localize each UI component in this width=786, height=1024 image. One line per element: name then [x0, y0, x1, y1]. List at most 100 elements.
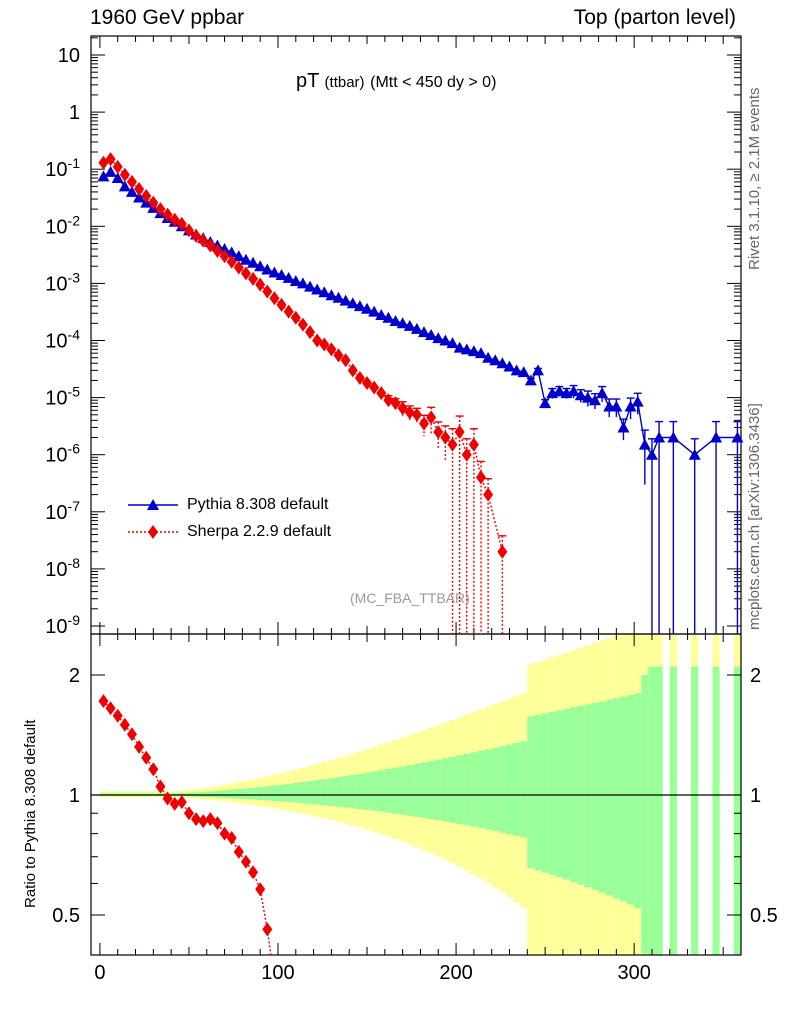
pythia-point	[496, 357, 509, 369]
sherpa-point	[126, 174, 137, 189]
band-green	[292, 783, 300, 803]
pythia-point	[446, 337, 459, 349]
band-green	[627, 695, 635, 905]
pythia-point	[239, 253, 252, 265]
pythia-point	[361, 302, 374, 314]
band-green	[306, 781, 314, 804]
plot-title-sub: (ttbar)	[324, 74, 365, 91]
ratio-sherpa-point	[119, 717, 130, 732]
band-green	[228, 789, 236, 799]
pythia-point	[346, 297, 359, 309]
pythia-point	[311, 283, 324, 295]
sherpa-point	[319, 337, 330, 352]
sherpa-point	[362, 376, 373, 391]
y-tick-label: 10-4	[45, 327, 80, 353]
y-tick-label: 1	[69, 102, 80, 124]
x-tick-label: 100	[261, 962, 294, 984]
rivet-label: Rivet 3.1.10, ≥ 2.1M events	[746, 87, 763, 271]
sherpa-point	[119, 167, 130, 182]
ratio-tick-label-left: 0.5	[52, 905, 80, 927]
band-green	[356, 773, 364, 810]
ratio-tick-label-right: 1	[750, 785, 761, 807]
sherpa-point	[141, 188, 152, 203]
sherpa-point	[497, 544, 508, 559]
pythia-point	[624, 400, 637, 412]
band-green	[313, 780, 321, 805]
band-green	[562, 708, 571, 880]
pythia-point	[332, 291, 345, 303]
band-green	[270, 785, 278, 801]
pythia-point	[275, 269, 288, 281]
pythia-point	[482, 351, 495, 363]
y-tick-label: 10-2	[45, 212, 80, 238]
band-green	[399, 766, 407, 815]
ratio-sherpa-point	[198, 814, 209, 829]
sherpa-point	[447, 437, 458, 452]
pythia-point	[268, 266, 281, 278]
band-green	[555, 710, 563, 878]
sherpa-point	[376, 386, 387, 401]
ratio-sherpa-point	[191, 812, 202, 827]
sherpa-point	[419, 416, 430, 431]
band-green	[498, 746, 506, 833]
band-green	[470, 752, 478, 827]
band-green	[349, 774, 357, 809]
ratio-sherpa-point	[226, 831, 237, 846]
pythia-point	[133, 191, 146, 203]
y-tick-label: 10	[58, 45, 80, 67]
sherpa-point	[134, 182, 145, 197]
pythia-point	[517, 366, 530, 378]
pythia-point	[645, 448, 658, 460]
sherpa-point	[426, 410, 437, 425]
sherpa-point	[148, 195, 159, 210]
band-green	[655, 666, 663, 955]
pythia-point	[467, 345, 480, 357]
plot-title: pT (ttbar) (Mtt < 450 dy > 0)	[296, 70, 496, 93]
sherpa-point	[205, 238, 216, 253]
band-green	[648, 666, 656, 955]
pythia-point	[339, 294, 352, 306]
pythia-point	[581, 391, 594, 403]
sherpa-point	[476, 470, 486, 485]
sherpa-point	[411, 407, 422, 422]
ratio-sherpa-point	[155, 779, 166, 794]
ratio-sherpa-point	[255, 882, 266, 897]
pythia-point	[503, 360, 516, 372]
ratio-sherpa-point	[248, 865, 259, 880]
band-green	[448, 756, 457, 823]
pythia-point	[631, 395, 644, 407]
pythia-point	[304, 280, 317, 292]
band-green	[327, 778, 335, 806]
pythia-point	[653, 431, 666, 443]
pythia-point	[425, 328, 438, 340]
band-green	[584, 704, 592, 888]
pythia-point	[368, 305, 381, 317]
header-right: Top (parton level)	[573, 6, 736, 29]
main-frame	[90, 35, 742, 635]
sherpa-point	[269, 291, 280, 306]
plot-title-main: pT	[296, 70, 319, 92]
sherpa-point	[169, 212, 180, 227]
band-green	[733, 666, 741, 955]
band-green	[527, 716, 535, 869]
x-tick-label: 300	[617, 962, 650, 984]
sherpa-point	[468, 437, 479, 452]
band-green	[534, 714, 542, 871]
band-green	[484, 749, 492, 830]
ratio-sherpa-point	[176, 795, 187, 810]
pythia-point	[118, 180, 131, 192]
sherpa-point	[354, 371, 365, 386]
sherpa-point	[340, 353, 351, 368]
sherpa-point	[404, 405, 415, 420]
band-green	[213, 790, 221, 798]
sherpa-point	[233, 260, 244, 275]
legend-label-pythia: Pythia 8.308 default	[187, 496, 329, 513]
band-green	[520, 741, 528, 838]
sherpa-point	[333, 348, 344, 363]
band-green	[342, 776, 350, 808]
band-green	[427, 761, 435, 820]
ratio-sherpa-point	[148, 762, 159, 777]
legend-marker-pythia	[147, 499, 159, 510]
pythia-point	[596, 387, 609, 399]
